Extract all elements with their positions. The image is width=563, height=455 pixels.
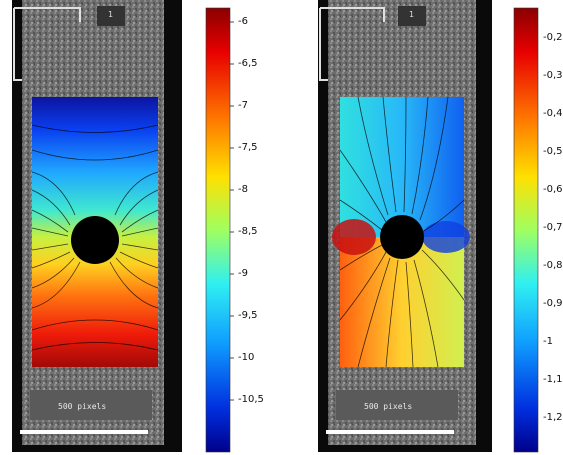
- hole: [380, 215, 424, 259]
- grip-outline: [13, 7, 81, 81]
- colorbar-label: -0,5: [543, 146, 563, 157]
- grip-outline: [319, 7, 385, 81]
- colorbar: [513, 7, 539, 453]
- contour-lines: [31, 124, 159, 351]
- scale-label: 500 pixels: [58, 402, 107, 411]
- corner-tag: [398, 6, 426, 26]
- colorbar-label: -0,6: [543, 184, 563, 195]
- panel-left: 1 500 pixels -6 -6,5 -7 -7,5 -8 -8,5 -9 …: [0, 0, 275, 455]
- colorbar-label: -0,3: [543, 70, 563, 81]
- colorbar-label: -0,9: [543, 298, 563, 309]
- corner-label: 1: [409, 10, 415, 19]
- colorbar-label: -7,5: [238, 142, 258, 153]
- colorbar-label: -1: [543, 336, 553, 347]
- right-concentration: [422, 221, 470, 253]
- colorbar-label: -0,7: [543, 222, 563, 233]
- colorbar-ticks: [230, 21, 234, 401]
- colorbar-label: -1,1: [543, 374, 563, 385]
- left-concentration: [332, 219, 376, 255]
- specimen-image-left: [12, 0, 234, 453]
- specimen-image-right: [318, 0, 539, 453]
- colorbar-label: -0,8: [543, 260, 563, 271]
- colorbar-label: -9,5: [238, 310, 258, 321]
- scale-label: 500 pixels: [364, 402, 413, 411]
- colorbar-label: -0,4: [543, 108, 563, 119]
- colorbar-label: -0,2: [543, 32, 563, 43]
- colorbar-label: -1,2: [543, 412, 563, 423]
- colorbar-label: -8,5: [238, 226, 258, 237]
- colorbar-label: -9: [238, 268, 248, 279]
- corner-tag: [97, 6, 125, 26]
- scale-bar: [326, 430, 454, 434]
- contour-lines: [339, 96, 465, 368]
- colorbar-label: -8: [238, 184, 248, 195]
- scale-bar: [20, 430, 148, 434]
- scale-box: [30, 390, 152, 420]
- colorbar-label: -7: [238, 100, 248, 111]
- corner-label: 1: [108, 10, 114, 19]
- scale-box: [336, 390, 458, 420]
- panel-right: 1 500 pixels -0,2 -0,3 -0,4 -0,5 -0,6 -0…: [288, 0, 563, 455]
- hole: [71, 216, 119, 264]
- colorbar-label: -6,5: [238, 58, 258, 69]
- colorbar-label: -10: [238, 352, 255, 363]
- colorbar: [205, 7, 231, 453]
- colorbar-label: -6: [238, 16, 248, 27]
- colorbar-label: -10,5: [238, 394, 264, 405]
